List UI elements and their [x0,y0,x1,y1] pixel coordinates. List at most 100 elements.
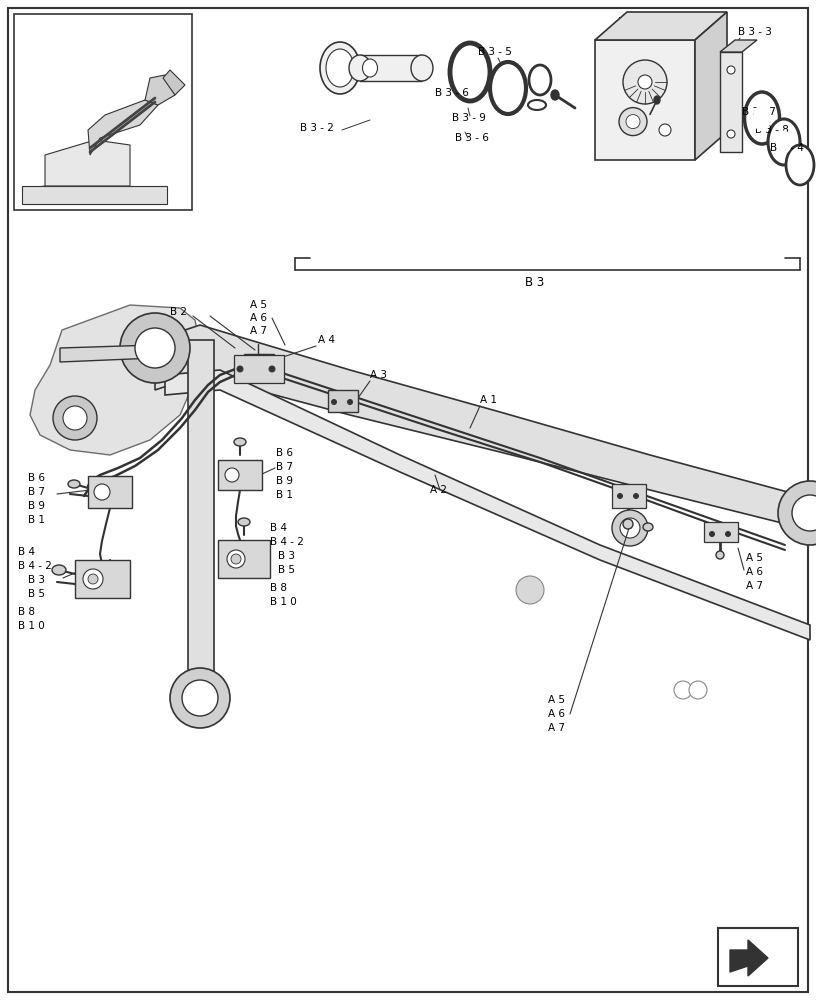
Text: B 3 - 1: B 3 - 1 [618,17,652,27]
Text: B 3 - 7: B 3 - 7 [742,107,776,117]
Text: B 3 - 6: B 3 - 6 [435,88,469,98]
Text: B 3 - 5: B 3 - 5 [478,47,512,57]
Text: B 7: B 7 [276,462,293,472]
Text: B 9: B 9 [28,501,45,511]
Bar [244,354,274,376]
Text: B 4 - 2: B 4 - 2 [18,561,52,571]
Polygon shape [163,70,185,95]
Bar [718,928,798,986]
Text: B 4: B 4 [270,523,287,533]
Text: A 1: A 1 [480,395,497,405]
Text: A 6: A 6 [250,313,267,323]
Polygon shape [30,305,200,455]
Text: A 5: A 5 [746,553,763,563]
Circle shape [88,574,98,584]
Ellipse shape [23,186,78,204]
Ellipse shape [727,66,735,74]
Text: A 2: A 2 [430,485,447,495]
Text: B 3 - 3: B 3 - 3 [738,27,772,37]
Ellipse shape [411,55,433,81]
Circle shape [516,576,544,604]
Ellipse shape [725,532,730,536]
Circle shape [689,681,707,699]
Ellipse shape [534,72,546,88]
Bar [234,355,284,383]
Bar [720,52,742,152]
Polygon shape [720,40,757,52]
Ellipse shape [623,60,667,104]
Bar [328,390,358,412]
Text: B 3 - 4: B 3 - 4 [770,143,804,153]
Circle shape [83,569,103,589]
Ellipse shape [331,399,336,404]
Ellipse shape [793,155,807,175]
Ellipse shape [623,519,633,529]
Bar [75,560,130,598]
Text: A 7: A 7 [548,723,565,733]
Circle shape [135,328,175,368]
Ellipse shape [68,480,80,488]
Ellipse shape [234,438,246,446]
Ellipse shape [633,493,638,498]
Text: B 4 - 2: B 4 - 2 [270,537,304,547]
Circle shape [620,518,640,538]
Circle shape [94,484,110,500]
Bar [360,55,422,81]
Polygon shape [165,370,810,640]
Text: B 9: B 9 [276,476,293,486]
Ellipse shape [528,100,546,110]
Circle shape [53,396,97,440]
Text: B 5: B 5 [28,589,45,599]
Ellipse shape [768,119,800,165]
Ellipse shape [727,130,735,138]
Text: B 2: B 2 [170,307,187,317]
Circle shape [225,468,239,482]
Circle shape [63,406,87,430]
Ellipse shape [362,59,378,77]
Ellipse shape [638,75,652,89]
Ellipse shape [450,43,490,101]
Text: B 3 - 9: B 3 - 9 [452,113,486,123]
Ellipse shape [238,518,250,526]
Bar [612,484,646,508]
Ellipse shape [349,55,371,81]
Ellipse shape [619,108,647,136]
Text: B 3: B 3 [28,575,45,585]
Bar [88,476,132,508]
Ellipse shape [499,75,517,101]
Text: B 1 0: B 1 0 [270,597,297,607]
Ellipse shape [348,399,353,404]
Circle shape [227,550,245,568]
Bar [218,460,262,490]
Circle shape [231,554,241,564]
Polygon shape [145,75,175,105]
Ellipse shape [326,49,354,87]
Circle shape [674,681,692,699]
Ellipse shape [237,366,243,372]
Text: A 7: A 7 [250,326,267,336]
Circle shape [170,668,230,728]
Text: B 3 - 6: B 3 - 6 [455,133,489,143]
Ellipse shape [776,130,792,153]
Ellipse shape [320,42,360,94]
Ellipse shape [52,565,66,575]
Text: A 4: A 4 [318,335,335,345]
Text: A 5: A 5 [250,300,267,310]
Text: B 7: B 7 [28,487,45,497]
Bar [704,522,738,542]
Text: B 3: B 3 [278,551,295,561]
Polygon shape [595,12,727,40]
Ellipse shape [87,186,143,204]
Circle shape [612,510,648,546]
Text: B 6: B 6 [276,448,293,458]
Text: A 6: A 6 [548,709,565,719]
Text: B 1: B 1 [28,515,45,525]
Text: A 3: A 3 [370,370,387,380]
Polygon shape [60,345,155,362]
Ellipse shape [709,532,715,536]
Bar [14,14,192,210]
Text: A 7: A 7 [746,581,763,591]
Ellipse shape [490,62,526,114]
Ellipse shape [643,523,653,531]
Ellipse shape [460,57,480,87]
